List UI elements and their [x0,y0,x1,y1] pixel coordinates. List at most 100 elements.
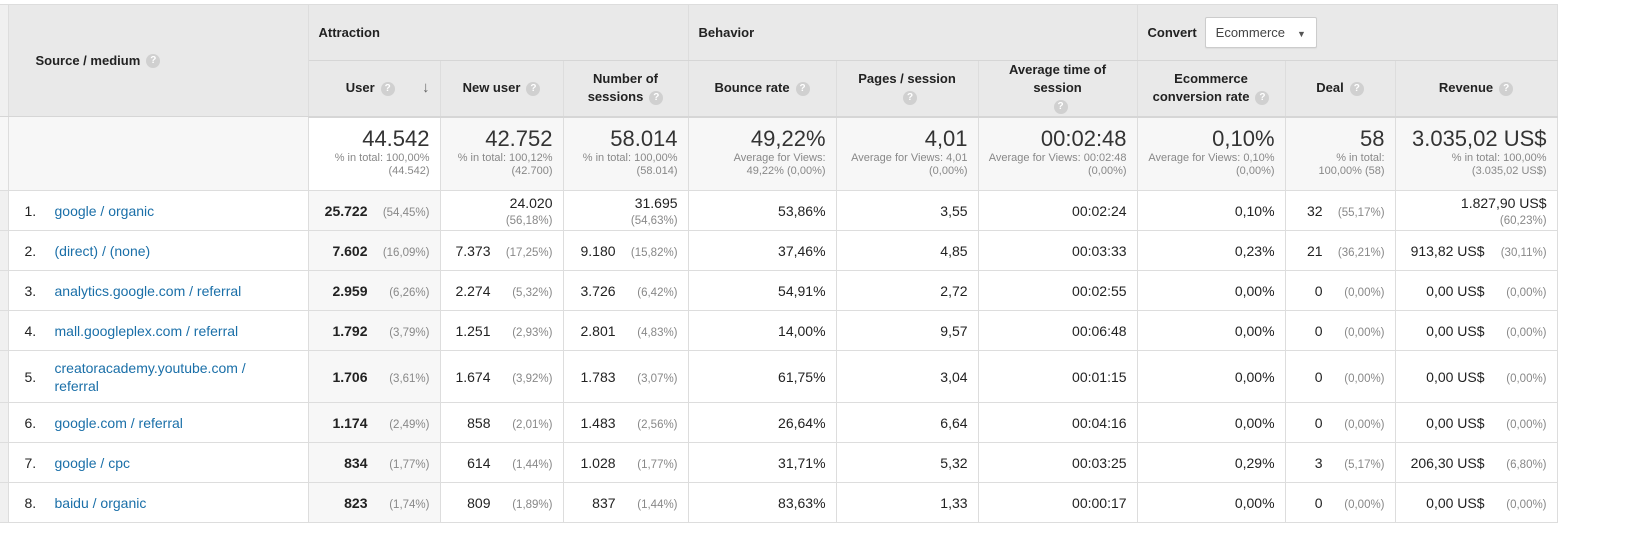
sessions-cell: 2.801 (4,83%) [562,310,689,351]
convert-dropdown[interactable]: Ecommerce ▼ [1204,17,1317,48]
sort-desc-icon[interactable]: ↓ [422,79,430,97]
help-icon[interactable]: ? [380,81,395,96]
percent: (1,44%) [512,458,553,471]
source-link[interactable]: google.com / referral [54,414,183,431]
value: 834 [344,454,368,471]
value: 206,30 US$ [1410,454,1485,471]
header-label: New user [462,80,521,96]
value: 0,00 US$ [1426,282,1485,299]
header-new-user[interactable]: New user? [439,60,564,118]
row-stub [0,190,9,231]
header-source-medium[interactable]: Source / medium? [7,4,309,117]
revenue-cell: 0,00 US$ (0,00%) [1394,402,1558,443]
bounce-cell: 37,46% [687,230,837,271]
percent: (1,89%) [512,498,553,511]
source-cell: 3. analytics.google.com / referral [7,270,309,311]
table-row: 1. google / organic 25.722 (54,45%) 24.020… [0,190,1558,231]
source-link[interactable]: baidu / organic [54,494,147,511]
pages-cell: 2,72 [835,270,979,311]
new-user-cell: 614 (1,44%) [439,442,564,483]
value: 1.251 [455,322,491,339]
total-value: 0,10% [1212,125,1275,151]
sessions-cell: 31.695 (54,63%) [562,190,689,231]
table-row: 2. (direct) / (none) 7.602 (16,09%) 7.373 (… [0,230,1558,271]
help-icon[interactable]: ? [146,54,161,69]
help-icon[interactable]: ? [903,90,918,105]
conversion-cell: 0,00% [1136,402,1286,443]
user-cell: 1.174 (2,49%) [307,402,441,443]
help-icon[interactable]: ? [1349,81,1364,96]
source-link[interactable]: analytics.google.com / referral [54,282,242,299]
source-link[interactable]: (direct) / (none) [54,242,151,259]
row-stub [0,482,9,523]
pages-cell: 3,04 [835,350,979,403]
help-icon[interactable]: ? [1499,81,1514,96]
total-value: 58 [1360,125,1385,151]
table-row: 8. baidu / organic 823 (1,74%) 809 (1,89%) … [0,482,1558,523]
total-subtext: Average for Views: 49,22% (0,00%) [733,151,826,177]
header-bounce-rate[interactable]: Bounce rate? [687,60,837,118]
help-icon[interactable]: ? [526,81,541,96]
value: 0 [1314,414,1323,431]
source-link[interactable]: google / cpc [54,454,131,471]
percent: (0,00%) [1506,418,1547,431]
sessions-cell: 9.180 (15,82%) [562,230,689,271]
percent: (0,00%) [1344,372,1385,385]
value: 809 [467,494,491,511]
total-subtext: % in total: 100,00% (44.542) [334,151,430,177]
new-user-cell: 1.251 (2,93%) [439,310,564,351]
header-sessions[interactable]: Number of sessions? [562,60,689,118]
source-cell: 6. google.com / referral [7,402,309,443]
value: 913,82 US$ [1410,242,1485,259]
user-cell: 1.792 (3,79%) [307,310,441,351]
percent: (55,17%) [1337,206,1385,219]
header-avg-time[interactable]: Average time of session? [977,60,1138,118]
header-user[interactable]: User? ↓ [307,60,441,118]
help-icon[interactable]: ? [1255,90,1270,105]
header-deal[interactable]: Deal? [1284,60,1396,118]
row-stub [0,270,9,311]
percent: (15,82%) [630,246,678,259]
source-cell: 1. google / organic [7,190,309,231]
bounce-cell: 14,00% [687,310,837,351]
header-label: Number of sessions [587,71,659,105]
revenue-cell: 206,30 US$ (6,80%) [1394,442,1558,483]
value: 2.274 [455,282,491,299]
source-link[interactable]: creatoracademy.youtube.com / referral [54,359,246,394]
help-icon[interactable]: ? [649,90,664,105]
header-conversion-rate[interactable]: Ecommerce conversion rate? [1136,60,1286,118]
value: 1.706 [332,368,368,385]
row-stub [0,350,9,403]
percent: (0,00%) [1344,326,1385,339]
value: 0 [1314,282,1323,299]
total-cell: 3.035,02 US$% in total: 100,00% (3.035,0… [1394,116,1558,191]
help-icon[interactable]: ? [1053,99,1068,114]
totals-row: 44.542% in total: 100,00% (44.542) 42.752… [0,116,1558,191]
percent: (3,92%) [512,372,553,385]
header-label: Average time of session [1009,62,1107,96]
row-stub [0,442,9,483]
sessions-cell: 1.028 (1,77%) [562,442,689,483]
deal-cell: 0 (0,00%) [1284,482,1396,523]
value: 1.827,90 US$ [1460,194,1547,211]
header-pages-session[interactable]: Pages / session? [835,60,979,118]
bounce-cell: 83,63% [687,482,837,523]
source-link[interactable]: google / organic [54,202,155,219]
new-user-cell: 24.020 (56,18%) [439,190,564,231]
user-cell: 834 (1,77%) [307,442,441,483]
avg-time-cell: 00:01:15 [977,350,1138,403]
sessions-cell: 837 (1,44%) [562,482,689,523]
row-stub [0,116,9,191]
group-convert: Convert Ecommerce ▼ [1136,4,1558,61]
source-link[interactable]: mall.googleplex.com / referral [54,322,239,339]
total-value: 00:02:48 [1040,125,1127,151]
sessions-cell: 3.726 (6,42%) [562,270,689,311]
help-icon[interactable]: ? [795,81,810,96]
header-revenue[interactable]: Revenue? [1394,60,1558,118]
deal-cell: 32 (55,17%) [1284,190,1396,231]
deal-cell: 0 (0,00%) [1284,310,1396,351]
deal-cell: 0 (0,00%) [1284,350,1396,403]
value: 0,00 US$ [1426,494,1485,511]
pages-cell: 6,64 [835,402,979,443]
group-behavior: Behavior [687,4,1138,61]
